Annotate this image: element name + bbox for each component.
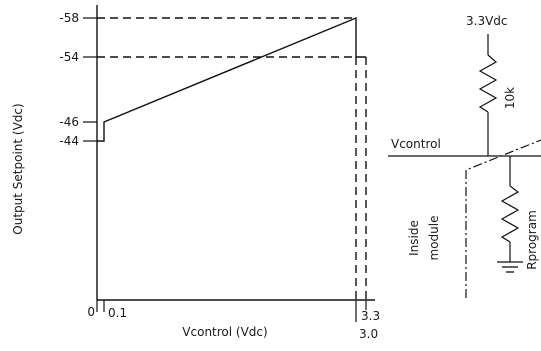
y-tick-label-44: -44 (59, 134, 79, 148)
x-tick-label-3.0: 3.0 (359, 327, 378, 341)
x-axis-label: Vcontrol (Vdc) (182, 325, 267, 339)
x-tick-label-3.3: 3.3 (361, 309, 380, 323)
program-resistor (500, 185, 520, 243)
x-tick-label-0.1: 0.1 (108, 306, 127, 320)
pullup-resistor (478, 54, 498, 113)
setpoint-curve (97, 16, 366, 142)
node-label: Vcontrol (391, 137, 441, 151)
pullup-resistor-label: 10k (503, 87, 517, 109)
x-tick-label-0: 0 (87, 305, 95, 319)
y-axis-label: Output Setpoint (Vdc) (11, 103, 25, 234)
y-tick-label-46: -46 (59, 115, 79, 129)
program-resistor-label: Rprogram (525, 210, 539, 270)
module-label-line1: Inside (407, 220, 421, 256)
supply-label: 3.3Vdc (466, 14, 508, 28)
y-tick-label-58: -58 (59, 11, 79, 25)
module-boundary (465, 139, 541, 298)
y-tick-label-54: -54 (59, 50, 79, 64)
module-label-line2: module (427, 216, 441, 261)
